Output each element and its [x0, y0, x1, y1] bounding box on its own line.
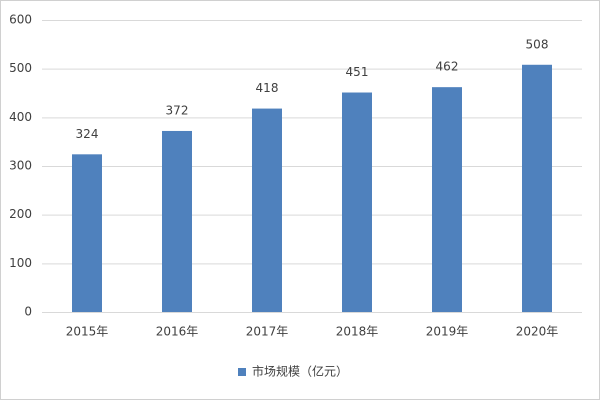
- bar: [342, 92, 372, 312]
- x-tick-label: 2016年: [156, 325, 199, 339]
- bar: [522, 64, 552, 312]
- x-tick-label: 2015年: [66, 325, 109, 339]
- y-tick-label: 500: [9, 61, 32, 75]
- data-label: 324: [76, 127, 99, 141]
- legend-label: 市场规模（亿元）: [252, 364, 348, 379]
- bar: [162, 130, 192, 312]
- data-label: 418: [256, 81, 279, 95]
- x-tick-label: 2020年: [516, 325, 559, 339]
- data-label: 462: [436, 60, 459, 74]
- y-tick-label: 100: [9, 256, 32, 270]
- bar: [72, 154, 102, 312]
- x-tick-label: 2018年: [336, 325, 379, 339]
- data-label: 372: [166, 103, 189, 117]
- data-label: 508: [526, 37, 549, 51]
- x-tick-label: 2017年: [246, 325, 289, 339]
- y-tick-label: 0: [24, 305, 32, 319]
- legend-swatch: [238, 368, 246, 376]
- bar: [432, 87, 462, 312]
- y-tick-label: 200: [9, 207, 32, 221]
- y-tick-label: 300: [9, 159, 32, 173]
- y-tick-label: 400: [9, 110, 32, 124]
- bar: [252, 108, 282, 312]
- x-tick-label: 2019年: [426, 325, 469, 339]
- y-tick-label: 600: [9, 13, 32, 27]
- data-label: 451: [346, 65, 369, 79]
